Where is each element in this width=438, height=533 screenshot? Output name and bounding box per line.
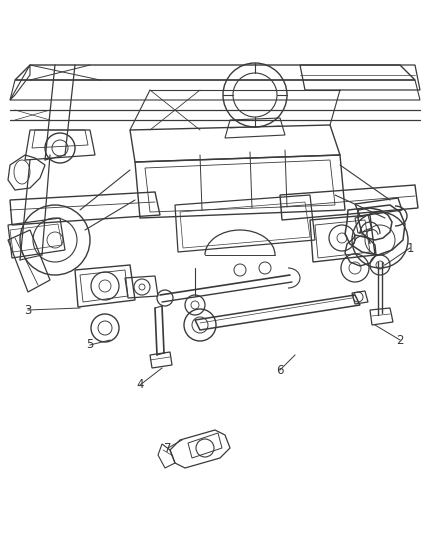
Text: 4: 4	[136, 378, 144, 392]
Text: 6: 6	[276, 364, 284, 376]
Text: 3: 3	[25, 303, 32, 317]
Bar	[15, 55, 423, 518]
Text: 1: 1	[406, 241, 414, 254]
Text: 2: 2	[396, 334, 404, 346]
Text: 7: 7	[164, 441, 172, 455]
Text: 5: 5	[86, 338, 94, 351]
